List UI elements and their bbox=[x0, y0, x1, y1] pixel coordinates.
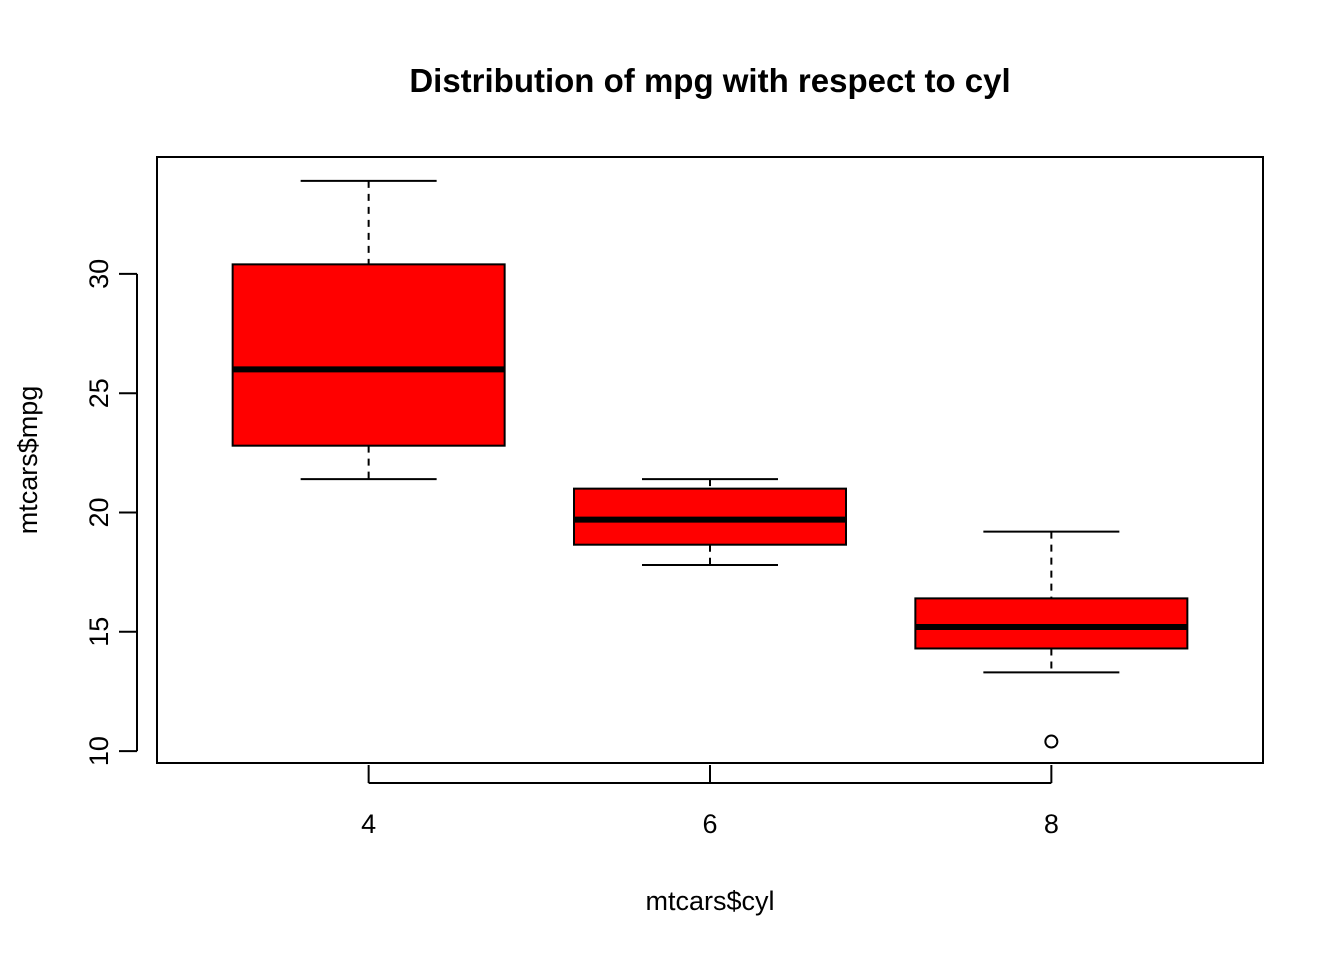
x-tick-label: 6 bbox=[702, 809, 717, 839]
box-group-6 bbox=[573, 478, 847, 566]
iqr-box bbox=[914, 597, 1189, 650]
chart-title: Distribution of mpg with respect to cyl bbox=[409, 62, 1010, 99]
box-group-4 bbox=[231, 179, 506, 481]
x-axis-label: mtcars$cyl bbox=[645, 886, 774, 916]
iqr-box bbox=[231, 263, 506, 447]
x-tick-label: 8 bbox=[1044, 809, 1059, 839]
x-axis: 4 6 8 bbox=[361, 765, 1059, 839]
boxes-group bbox=[231, 179, 1189, 749]
x-tick-label: 4 bbox=[361, 809, 376, 839]
outlier-point bbox=[1044, 734, 1059, 749]
box-group-8 bbox=[914, 530, 1189, 749]
y-tick-label: 30 bbox=[84, 259, 114, 289]
y-tick-label: 20 bbox=[84, 497, 114, 527]
y-axis-label: mtcars$mpg bbox=[13, 386, 43, 535]
plot-frame bbox=[156, 156, 1264, 764]
y-tick-label: 10 bbox=[84, 736, 114, 766]
y-axis: 10 15 20 25 30 bbox=[84, 259, 138, 766]
y-tick-label: 15 bbox=[84, 617, 114, 647]
y-tick-label: 25 bbox=[84, 378, 114, 408]
